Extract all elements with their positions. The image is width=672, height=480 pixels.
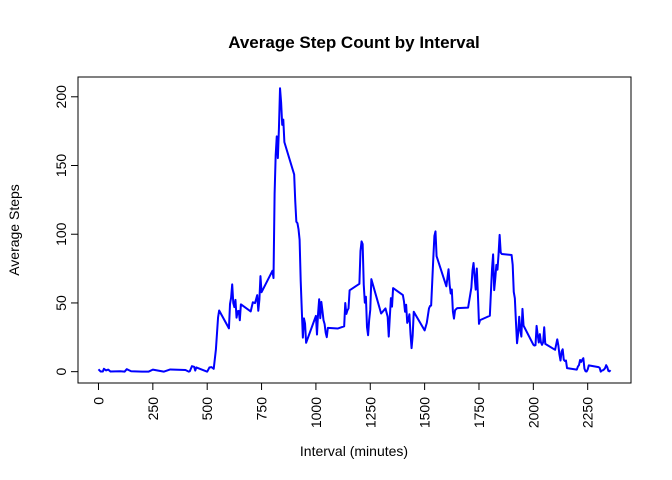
x-tick-label: 500 (199, 397, 215, 421)
plot-box (77, 76, 632, 384)
y-axis-title: Average Steps (6, 184, 22, 276)
x-axis-title: Interval (minutes) (300, 443, 408, 459)
x-tick-label: 2250 (580, 397, 596, 428)
x-tick-label: 1250 (362, 397, 378, 428)
chart-title: Average Step Count by Interval (228, 33, 480, 52)
y-tick-label: 150 (53, 154, 69, 178)
x-tick-label: 1750 (471, 397, 487, 428)
x-tick-label: 2000 (525, 397, 541, 428)
x-tick-label: 1000 (308, 397, 324, 428)
x-tick-label: 1500 (417, 397, 433, 428)
y-tick-label: 50 (53, 295, 69, 311)
y-tick-label: 200 (53, 85, 69, 109)
y-tick-label: 100 (53, 222, 69, 246)
x-tick-label: 250 (145, 397, 161, 421)
x-tick-label: 0 (90, 397, 106, 405)
x-tick-label: 750 (254, 397, 270, 421)
y-tick-label: 0 (53, 368, 69, 376)
data-line (97, 87, 612, 373)
